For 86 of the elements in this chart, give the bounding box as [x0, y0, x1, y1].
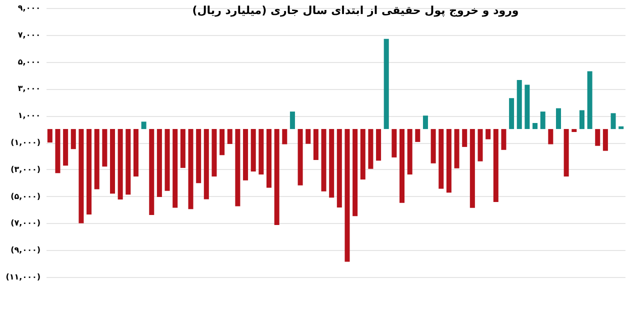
- bar: [329, 129, 334, 198]
- bar: [556, 108, 561, 130]
- bar: [55, 129, 60, 174]
- bar: [509, 98, 514, 130]
- bar: [344, 129, 350, 262]
- bar: [360, 129, 366, 180]
- bar: [321, 129, 326, 192]
- bar: [462, 129, 468, 147]
- y-tick-label: ۳,۰۰۰: [18, 84, 40, 94]
- bar: [610, 113, 616, 130]
- bar: [602, 129, 608, 151]
- bar: [188, 129, 194, 210]
- bar: [422, 116, 428, 130]
- bar: [126, 129, 131, 195]
- bar: [235, 129, 240, 206]
- bar: [133, 129, 138, 177]
- bar: [102, 129, 108, 167]
- bar: [86, 129, 92, 214]
- bar: [172, 129, 178, 208]
- bar: [180, 129, 186, 168]
- y-tick-label: ۹,۰۰۰: [18, 4, 40, 12]
- bar: [141, 122, 146, 130]
- bar: [548, 129, 554, 144]
- bar: [524, 84, 530, 130]
- bar: [110, 129, 116, 194]
- bar: [282, 129, 288, 144]
- bar: [446, 129, 452, 193]
- bar: [430, 129, 436, 164]
- bar: [493, 129, 498, 202]
- bar: [298, 129, 303, 186]
- bar: [266, 129, 272, 188]
- bar: [274, 129, 280, 225]
- bar: [564, 129, 569, 177]
- bar: [196, 129, 202, 184]
- bar: [368, 129, 374, 169]
- bar: [164, 129, 170, 191]
- bar: [47, 129, 52, 142]
- y-tick-label: (۱,۰۰۰): [10, 138, 40, 147]
- bar: [384, 38, 389, 130]
- bar: [516, 80, 522, 130]
- bar: [78, 129, 84, 224]
- bar: [313, 129, 318, 160]
- bar: [290, 112, 295, 130]
- y-tick-label: ۵,۰۰۰: [18, 57, 40, 66]
- bar: [258, 129, 264, 175]
- bar: [501, 129, 506, 150]
- bar: [540, 112, 546, 130]
- y-tick-label: (۷,۰۰۰): [10, 218, 40, 228]
- bar: [618, 126, 624, 130]
- bar: [63, 129, 68, 166]
- bar: [407, 129, 412, 175]
- bar: [227, 129, 232, 144]
- y-tick-label: ۱,۰۰۰: [18, 111, 40, 120]
- bar: [579, 110, 584, 130]
- bar: [212, 129, 217, 177]
- bar: [220, 129, 225, 156]
- bar: [352, 129, 358, 216]
- bar: [336, 129, 342, 208]
- y-tick-label: ۷,۰۰۰: [18, 30, 40, 40]
- bar: [243, 129, 248, 180]
- bar: [532, 123, 538, 130]
- bar: [156, 129, 162, 197]
- bar: [478, 129, 483, 162]
- bar: [400, 129, 405, 203]
- y-tick-label: (۳,۰۰۰): [10, 164, 40, 174]
- bar: [454, 129, 460, 168]
- bar: [204, 129, 209, 200]
- bar: [306, 129, 311, 144]
- bar: [149, 129, 154, 215]
- bar: [486, 129, 491, 140]
- bar: [595, 129, 600, 146]
- bar: [376, 129, 382, 161]
- bar: [470, 129, 475, 208]
- bar: [70, 129, 76, 150]
- bar: [438, 129, 444, 189]
- bar: [94, 129, 100, 190]
- bar: [118, 129, 123, 200]
- bar: [415, 129, 420, 142]
- bar: [392, 129, 397, 158]
- bar: [572, 129, 577, 132]
- y-tick-label: (۱۱,۰۰۰): [6, 272, 40, 282]
- chart-title: ورود و خروج پول حقیقی از ابتدای سال جاری (میلیارد ریال): [192, 4, 519, 17]
- bar: [587, 71, 592, 130]
- y-tick-label: (۵,۰۰۰): [10, 192, 40, 201]
- y-tick-label: (۹,۰۰۰): [10, 246, 40, 255]
- bar: [250, 129, 256, 172]
